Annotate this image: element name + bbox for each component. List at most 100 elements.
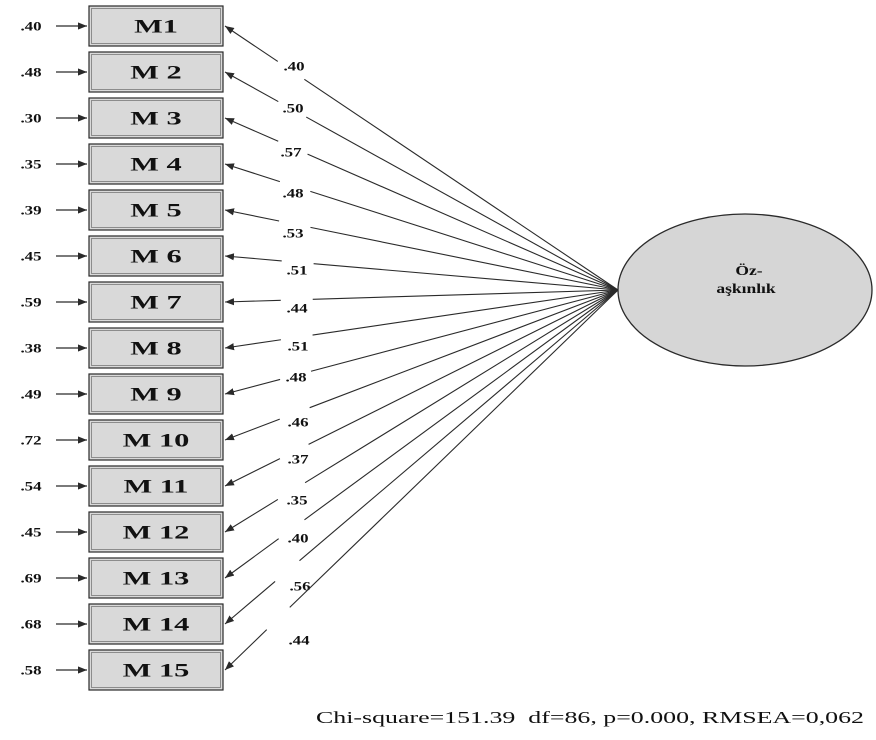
loading-line xyxy=(312,289,619,300)
loading-label: .50 xyxy=(282,102,303,116)
indicator: M1 xyxy=(88,5,224,47)
indicator-box xyxy=(88,603,224,645)
error-term: .49 xyxy=(20,388,87,402)
indicator-label-group: M 15 xyxy=(123,660,190,681)
indicator-box xyxy=(88,557,224,599)
indicator: M 11 xyxy=(88,465,224,507)
loading-line xyxy=(304,289,619,521)
indicator: M 4 xyxy=(88,143,224,185)
loading-label-group: .40 xyxy=(287,532,308,546)
error-variance-group: .54 xyxy=(20,480,42,494)
loading-label-group: .51 xyxy=(286,264,307,278)
loading-path: .56 xyxy=(224,289,619,625)
error-term: .72 xyxy=(20,434,87,448)
indicator-box xyxy=(88,281,224,323)
loading-label: .48 xyxy=(285,371,307,385)
loading-label-group: .57 xyxy=(280,146,302,160)
loading-arrow xyxy=(224,378,281,396)
indicator-box-inner-frame xyxy=(91,652,221,688)
indicator-box-inner-frame xyxy=(91,376,221,412)
error-term: .45 xyxy=(20,526,87,540)
error-variance-label: .35 xyxy=(20,158,41,172)
loading-label: .44 xyxy=(288,634,310,648)
loading-label: .53 xyxy=(282,227,304,241)
indicator-label: M 11 xyxy=(124,476,189,497)
loading-line xyxy=(299,289,619,562)
loading-path: .44 xyxy=(224,289,619,316)
error-variance-label: .38 xyxy=(20,342,42,356)
indicator: M 7 xyxy=(88,281,224,323)
fit-statistics: Chi-square=151.39 df=86, p=0.000, RMSEA=… xyxy=(316,708,864,727)
indicator-label-group: M1 xyxy=(134,16,178,37)
loading-arrow xyxy=(224,418,280,441)
indicator-label: M 12 xyxy=(123,522,190,543)
error-term: .38 xyxy=(20,342,87,356)
loading-paths: .40 .50 .57 .48 .53 .51 .44 .51 .48 .46 .37 .35 .40.… xyxy=(224,25,619,671)
error-term: .30 xyxy=(20,112,87,126)
indicator: M 2 xyxy=(88,51,224,93)
loading-label: .40 xyxy=(283,60,304,74)
loading-label: .35 xyxy=(286,494,307,508)
indicator-box-inner-frame xyxy=(91,514,221,550)
indicator-box xyxy=(88,465,224,507)
error-variance-label: .45 xyxy=(20,250,41,264)
indicator: M 10 xyxy=(88,419,224,461)
indicator-box xyxy=(88,511,224,553)
indicator: M 6 xyxy=(88,235,224,277)
loading-path: .44 xyxy=(224,289,619,671)
loading-arrow xyxy=(224,298,281,306)
indicator-label: M 5 xyxy=(130,200,181,221)
loading-arrow xyxy=(224,629,268,671)
indicator-label-group: M 3 xyxy=(130,108,181,129)
latent-label-line-2-group: aşkınlık xyxy=(716,281,775,296)
loading-line xyxy=(310,226,619,291)
loading-line xyxy=(304,289,619,484)
loading-label-group: .40 xyxy=(283,60,304,74)
indicator-box-inner-frame xyxy=(91,8,221,44)
error-variance-group: .45 xyxy=(20,526,41,540)
loading-line xyxy=(305,116,619,291)
error-variance-label: .58 xyxy=(20,664,42,678)
loading-label-group: .44 xyxy=(288,634,310,648)
loading-path: .57 xyxy=(224,117,619,291)
loading-path: .53 xyxy=(224,208,619,291)
indicator: M 3 xyxy=(88,97,224,139)
loading-arrow xyxy=(224,538,279,579)
error-variance-group: .30 xyxy=(20,112,41,126)
indicator-label-group: M 5 xyxy=(130,200,181,221)
error-variance-group: .45 xyxy=(20,250,41,264)
loading-arrow xyxy=(224,117,279,142)
indicator-box-inner-frame xyxy=(91,560,221,596)
indicator-box-inner-frame xyxy=(91,606,221,642)
indicator-label-group: M 13 xyxy=(123,568,190,589)
indicator: M 5 xyxy=(88,189,224,231)
loading-label-group: .53 xyxy=(282,227,304,241)
loading-label: .56 xyxy=(289,580,311,594)
loading-arrow xyxy=(224,339,281,351)
error-variance-group: .48 xyxy=(20,66,42,80)
loading-arrow xyxy=(224,253,282,262)
latent-factor: Öz- aşkınlık xyxy=(617,213,873,367)
indicator-label: M 15 xyxy=(123,660,190,681)
loading-label: .48 xyxy=(282,187,304,201)
indicator-box xyxy=(88,327,224,369)
loading-label-group: .51 xyxy=(287,340,308,354)
latent-label-line-1: Öz- xyxy=(735,263,762,279)
error-variance-group: .40 xyxy=(20,20,41,34)
error-term: .58 xyxy=(20,664,87,678)
indicator-box xyxy=(88,97,224,139)
loading-label-group: .37 xyxy=(287,453,309,467)
error-term: .68 xyxy=(20,618,87,632)
error-term: .69 xyxy=(20,572,87,586)
loading-path: .51 xyxy=(224,253,619,291)
error-term: .48 xyxy=(20,66,87,80)
loading-label-group: .56 xyxy=(289,580,311,594)
loading-label: .46 xyxy=(287,416,309,430)
indicator-label: M1 xyxy=(134,16,178,37)
indicator-box xyxy=(88,51,224,93)
indicator-label-group: M 8 xyxy=(130,338,181,359)
indicator-label: M 14 xyxy=(123,614,190,635)
loading-label-group: .44 xyxy=(286,302,308,316)
indicator-box xyxy=(88,189,224,231)
